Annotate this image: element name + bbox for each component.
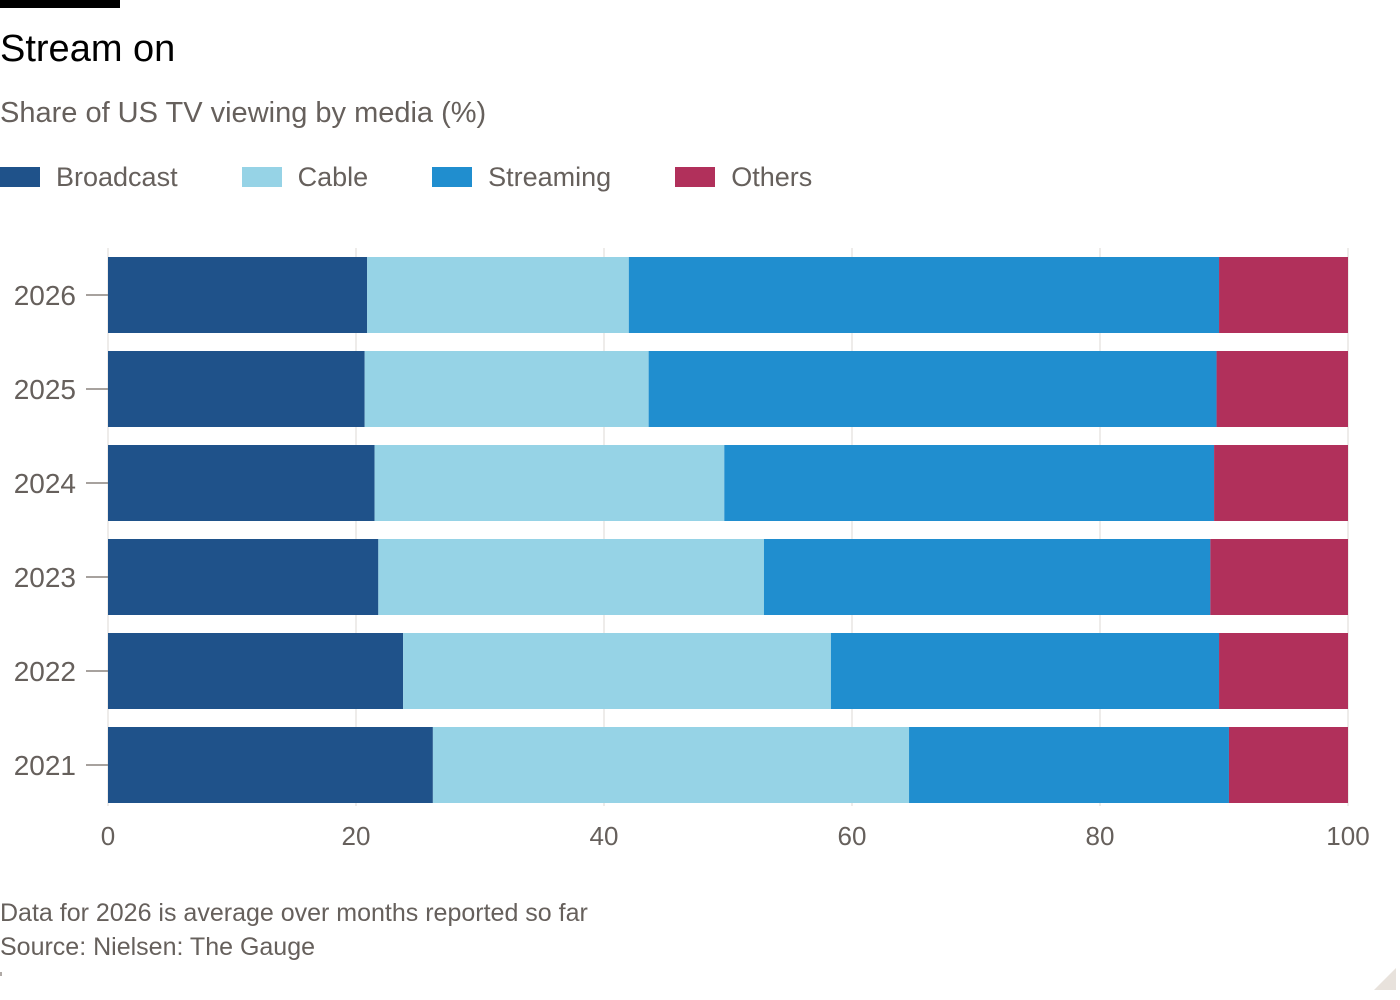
footer-source: Source: Nielsen: The Gauge [0,933,316,961]
gridlines [107,248,1349,806]
bar-cable-2022 [403,633,831,709]
x-tick-label-20: 20 [342,821,371,851]
bar-broadcast-2021 [108,727,433,803]
bar-broadcast-2026 [108,257,368,333]
legend-label-cable: Cable [297,162,369,192]
y-tick-label-2021: 2021 [14,750,76,781]
bar-cable-2025 [364,351,649,427]
bars [108,257,1348,803]
x-tick-label-0: 0 [101,821,115,851]
legend: Broadcast Cable Streaming Others [0,158,876,196]
x-tick-label-80: 80 [1086,821,1115,851]
bar-others-2025 [1216,351,1348,427]
bar-streaming-2024 [724,445,1215,521]
legend-swatch-streaming [432,167,473,187]
x-tick-label-60: 60 [838,821,867,851]
bar-cable-2021 [432,727,910,803]
y-tick-label-2023: 2023 [14,562,76,593]
tiny-mark [0,972,2,976]
x-tick-label-100: 100 [1326,821,1369,851]
footer: Data for 2026 is average over months rep… [0,896,588,964]
legend-swatch-others [675,167,716,187]
bar-broadcast-2025 [108,351,365,427]
y-tick-label-2026: 2026 [14,280,76,311]
chart-subtitle: Share of US TV viewing by media (%) [0,97,487,129]
bar-others-2024 [1214,445,1348,521]
legend-swatch-broadcast [0,167,40,187]
bar-broadcast-2023 [108,539,379,615]
bar-cable-2024 [374,445,725,521]
bar-others-2023 [1210,539,1348,615]
legend-item-cable: Cable [241,159,369,195]
bar-streaming-2026 [628,257,1220,333]
bar-broadcast-2022 [108,633,404,709]
footer-note: Data for 2026 is average over months rep… [0,899,588,927]
bar-streaming-2025 [648,351,1217,427]
legend-label-streaming: Streaming [488,162,612,192]
x-tick-label-40: 40 [590,821,619,851]
bar-cable-2026 [367,257,629,333]
bar-others-2026 [1219,257,1348,333]
chart-plot: 0 20 40 60 80 100 2026 2025 2024 2023 2022 2021 [14,248,1370,851]
bar-others-2022 [1219,633,1348,709]
chart-title: Stream on [0,28,176,70]
corner-mark [1374,968,1396,990]
y-tick-label-2025: 2025 [14,374,76,405]
y-tick-label-2024: 2024 [14,468,76,499]
y-tick-label-2022: 2022 [14,656,76,687]
bar-broadcast-2024 [108,445,375,521]
axis-ticks [86,294,108,766]
bar-streaming-2022 [830,633,1220,709]
bar-others-2021 [1228,727,1348,803]
legend-item-streaming: Streaming [432,159,611,195]
legend-label-broadcast: Broadcast [56,162,178,192]
bar-streaming-2021 [909,727,1229,803]
bar-streaming-2023 [763,539,1211,615]
top-rule [0,0,120,8]
legend-label-others: Others [731,162,813,192]
legend-item-broadcast: Broadcast [0,159,178,195]
legend-swatch-cable [241,167,282,187]
legend-item-others: Others [675,159,812,195]
axis-labels: 0 20 40 60 80 100 2026 2025 2024 2023 2022 2021 [14,280,1370,851]
bar-cable-2023 [378,539,764,615]
